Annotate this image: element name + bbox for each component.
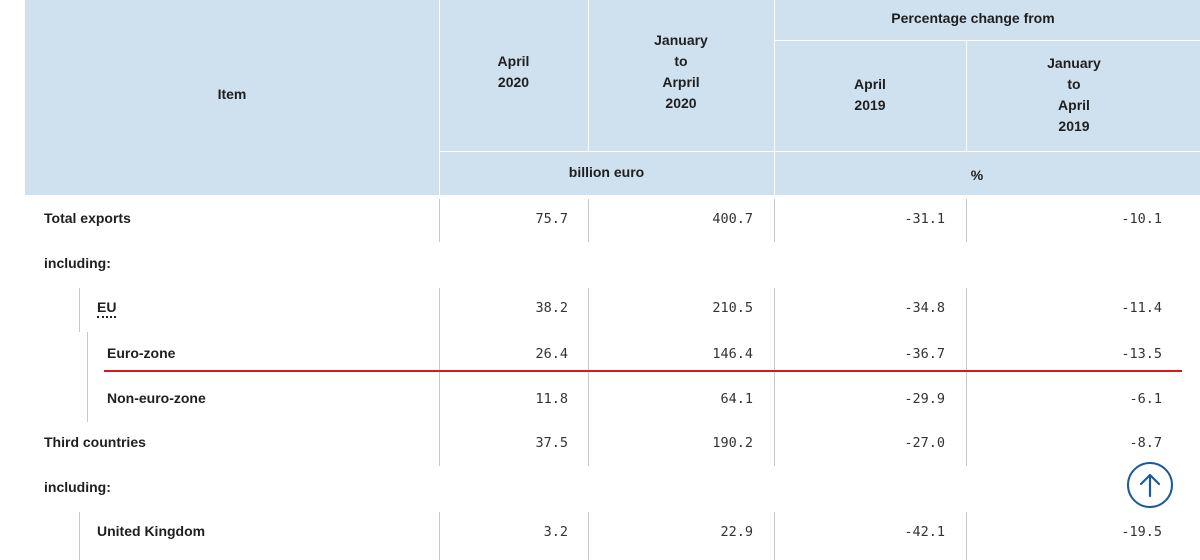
cell-divider <box>966 199 967 242</box>
cell-divider <box>774 512 775 560</box>
header-divider <box>774 0 775 195</box>
unit-percent: % <box>970 167 984 183</box>
cell-divider <box>439 512 440 560</box>
value-cell: -27.0 <box>904 435 945 451</box>
cell-divider <box>774 288 775 466</box>
value-cell: 3.2 <box>543 524 568 540</box>
indent-marker <box>79 512 80 560</box>
value-cell: 64.1 <box>720 391 753 407</box>
value-cell: 210.5 <box>712 300 753 316</box>
value-cell: 400.7 <box>712 211 753 227</box>
cell-divider <box>439 288 440 466</box>
value-cell: -42.1 <box>904 524 945 540</box>
header-divider <box>439 0 440 195</box>
value-cell: 190.2 <box>712 435 753 451</box>
value-cell: -29.9 <box>904 391 945 407</box>
row-label-third-countries: Third countries <box>44 434 146 450</box>
row-label-total-exports: Total exports <box>44 210 131 226</box>
value-cell: -10.1 <box>1121 211 1162 227</box>
indent-marker <box>87 332 88 422</box>
value-cell: -31.1 <box>904 211 945 227</box>
value-cell: -34.8 <box>904 300 945 316</box>
value-cell: -6.1 <box>1129 391 1162 407</box>
scroll-to-top-button[interactable] <box>1127 462 1173 508</box>
cell-divider <box>588 512 589 560</box>
header-divider <box>966 40 967 151</box>
cell-divider <box>966 512 967 560</box>
cell-divider <box>588 288 589 466</box>
row-label-including: including: <box>44 479 111 495</box>
value-cell: 146.4 <box>712 346 753 362</box>
header-april-2020: April 2020 <box>497 53 530 90</box>
value-cell: 38.2 <box>535 300 568 316</box>
row-label-united-kingdom: United Kingdom <box>97 523 206 539</box>
value-cell: 22.9 <box>720 524 753 540</box>
cell-divider <box>588 199 589 242</box>
cell-divider <box>966 288 967 466</box>
header-april-2019: April 2019 <box>854 76 886 113</box>
row-label-non-euro-zone: Non-euro-zone <box>107 390 206 406</box>
eu-abbreviation[interactable]: EU <box>97 299 117 318</box>
value-cell: -13.5 <box>1121 346 1162 362</box>
value-cell: 37.5 <box>535 435 568 451</box>
arrow-up-icon <box>1139 473 1161 498</box>
header-divider <box>588 0 589 151</box>
header-item: Item <box>217 86 247 102</box>
row-label-including: including: <box>44 255 111 271</box>
value-cell: -36.7 <box>904 346 945 362</box>
unit-billion-euro: billion euro <box>568 164 645 180</box>
value-cell: -11.4 <box>1121 300 1162 316</box>
header-divider <box>774 40 1200 41</box>
row-label-eu[interactable]: EU <box>97 299 117 318</box>
header-jan-apr-2019: January to April 2019 <box>1047 55 1101 134</box>
row-label-euro-zone: Euro-zone <box>107 345 176 361</box>
header-percentage-change: Percentage change from <box>891 10 1055 26</box>
value-cell: 26.4 <box>535 346 568 362</box>
cell-divider <box>774 199 775 242</box>
value-cell: 11.8 <box>535 391 568 407</box>
header-jan-apr-2020: January to Arpril 2020 <box>654 32 708 111</box>
header-divider <box>439 151 1200 152</box>
value-cell: -19.5 <box>1121 524 1162 540</box>
cell-divider <box>439 199 440 242</box>
table-header <box>25 0 1200 195</box>
value-cell: 75.7 <box>535 211 568 227</box>
indent-marker <box>79 288 80 332</box>
value-cell: -8.7 <box>1129 435 1162 451</box>
highlight-line <box>104 370 1182 372</box>
